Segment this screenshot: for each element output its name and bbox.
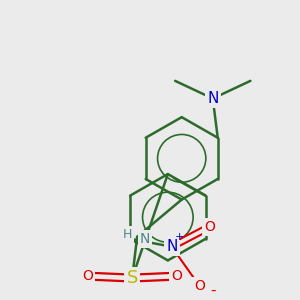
Text: N: N [207, 91, 218, 106]
Text: N: N [140, 232, 150, 246]
Text: S: S [127, 269, 138, 287]
Text: H: H [122, 228, 132, 242]
Text: O: O [171, 269, 182, 283]
Text: -: - [211, 282, 216, 297]
Text: O: O [204, 220, 215, 234]
Text: O: O [82, 269, 93, 283]
Text: O: O [194, 279, 205, 293]
Text: +: + [175, 232, 184, 242]
Text: N: N [166, 239, 177, 254]
